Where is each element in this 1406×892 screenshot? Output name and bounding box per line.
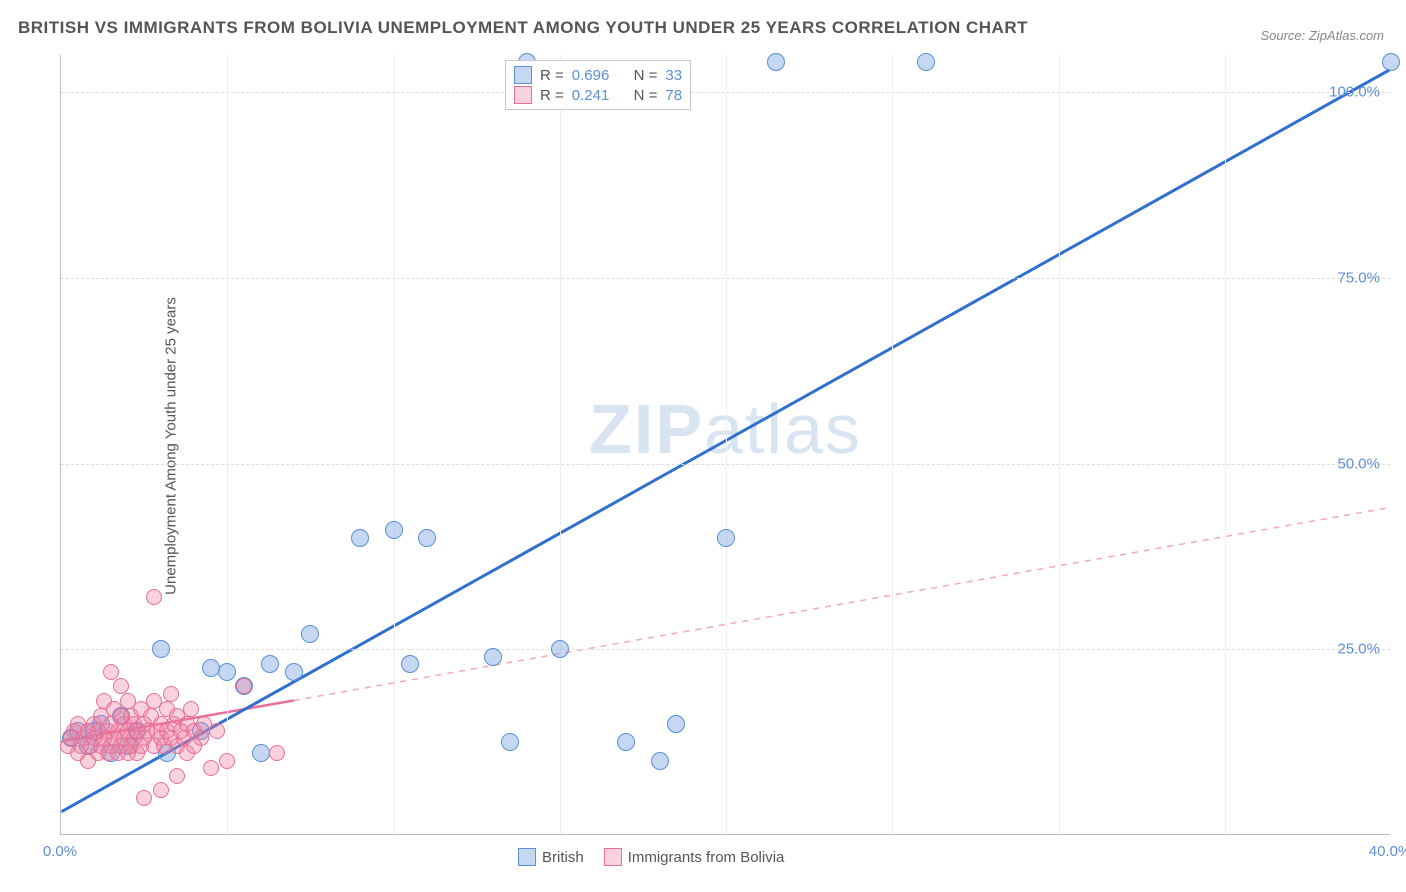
r-value: 0.241: [572, 87, 610, 104]
r-value: 0.696: [572, 67, 610, 84]
legend-swatch: [604, 848, 622, 866]
data-point: [401, 655, 419, 673]
data-point: [153, 782, 169, 798]
data-point: [651, 752, 669, 770]
data-point: [667, 715, 685, 733]
legend-swatch: [514, 66, 532, 84]
data-point: [1382, 53, 1400, 71]
stats-row: R = 0.696 N = 33: [514, 65, 682, 85]
gridline-vertical: [1059, 55, 1060, 834]
gridline-vertical: [892, 55, 893, 834]
n-value: 78: [665, 87, 682, 104]
x-tick-label: 0.0%: [43, 843, 77, 860]
n-label: N =: [634, 87, 658, 104]
data-point: [501, 733, 519, 751]
legend-swatch: [514, 86, 532, 104]
r-label: R =: [540, 67, 564, 84]
legend-item: British: [518, 848, 584, 866]
data-point: [617, 733, 635, 751]
data-point: [252, 744, 270, 762]
y-tick-label: 100.0%: [1329, 84, 1380, 101]
data-point: [103, 664, 119, 680]
data-point: [261, 655, 279, 673]
data-point: [183, 701, 199, 717]
data-point: [169, 768, 185, 784]
data-point: [385, 521, 403, 539]
data-point: [163, 686, 179, 702]
data-point: [203, 760, 219, 776]
x-tick-label: 40.0%: [1369, 843, 1406, 860]
data-point: [301, 625, 319, 643]
y-tick-label: 25.0%: [1337, 641, 1380, 658]
data-point: [285, 663, 303, 681]
data-point: [146, 589, 162, 605]
data-point: [202, 659, 220, 677]
data-point: [209, 723, 225, 739]
gridline-vertical: [726, 55, 727, 834]
data-point: [136, 790, 152, 806]
data-point: [236, 678, 252, 694]
data-point: [917, 53, 935, 71]
data-point: [484, 648, 502, 666]
data-point: [193, 730, 209, 746]
n-value: 33: [665, 67, 682, 84]
gridline-vertical: [1225, 55, 1226, 834]
legend-swatch: [518, 848, 536, 866]
data-point: [767, 53, 785, 71]
chart-title: BRITISH VS IMMIGRANTS FROM BOLIVIA UNEMP…: [18, 18, 1028, 38]
series-name: British: [542, 849, 584, 866]
data-point: [113, 678, 129, 694]
data-point: [218, 663, 236, 681]
y-tick-label: 50.0%: [1337, 455, 1380, 472]
stats-row: R = 0.241 N = 78: [514, 85, 682, 105]
correlation-stats-legend: R = 0.696 N = 33 R = 0.241 N = 78: [505, 60, 691, 110]
data-point: [717, 529, 735, 547]
n-label: N =: [634, 67, 658, 84]
gridline-vertical: [227, 55, 228, 834]
legend-item: Immigrants from Bolivia: [604, 848, 785, 866]
series-name: Immigrants from Bolivia: [628, 849, 785, 866]
y-tick-label: 75.0%: [1337, 269, 1380, 286]
data-point: [418, 529, 436, 547]
gridline-vertical: [560, 55, 561, 834]
data-point: [269, 745, 285, 761]
r-label: R =: [540, 87, 564, 104]
gridline-vertical: [394, 55, 395, 834]
plot-area: ZIPatlas 25.0%50.0%75.0%100.0%: [60, 55, 1390, 835]
data-point: [551, 640, 569, 658]
data-point: [152, 640, 170, 658]
series-legend: British Immigrants from Bolivia: [518, 848, 784, 866]
data-point: [351, 529, 369, 547]
source-attribution: Source: ZipAtlas.com: [1260, 28, 1384, 43]
data-point: [219, 753, 235, 769]
